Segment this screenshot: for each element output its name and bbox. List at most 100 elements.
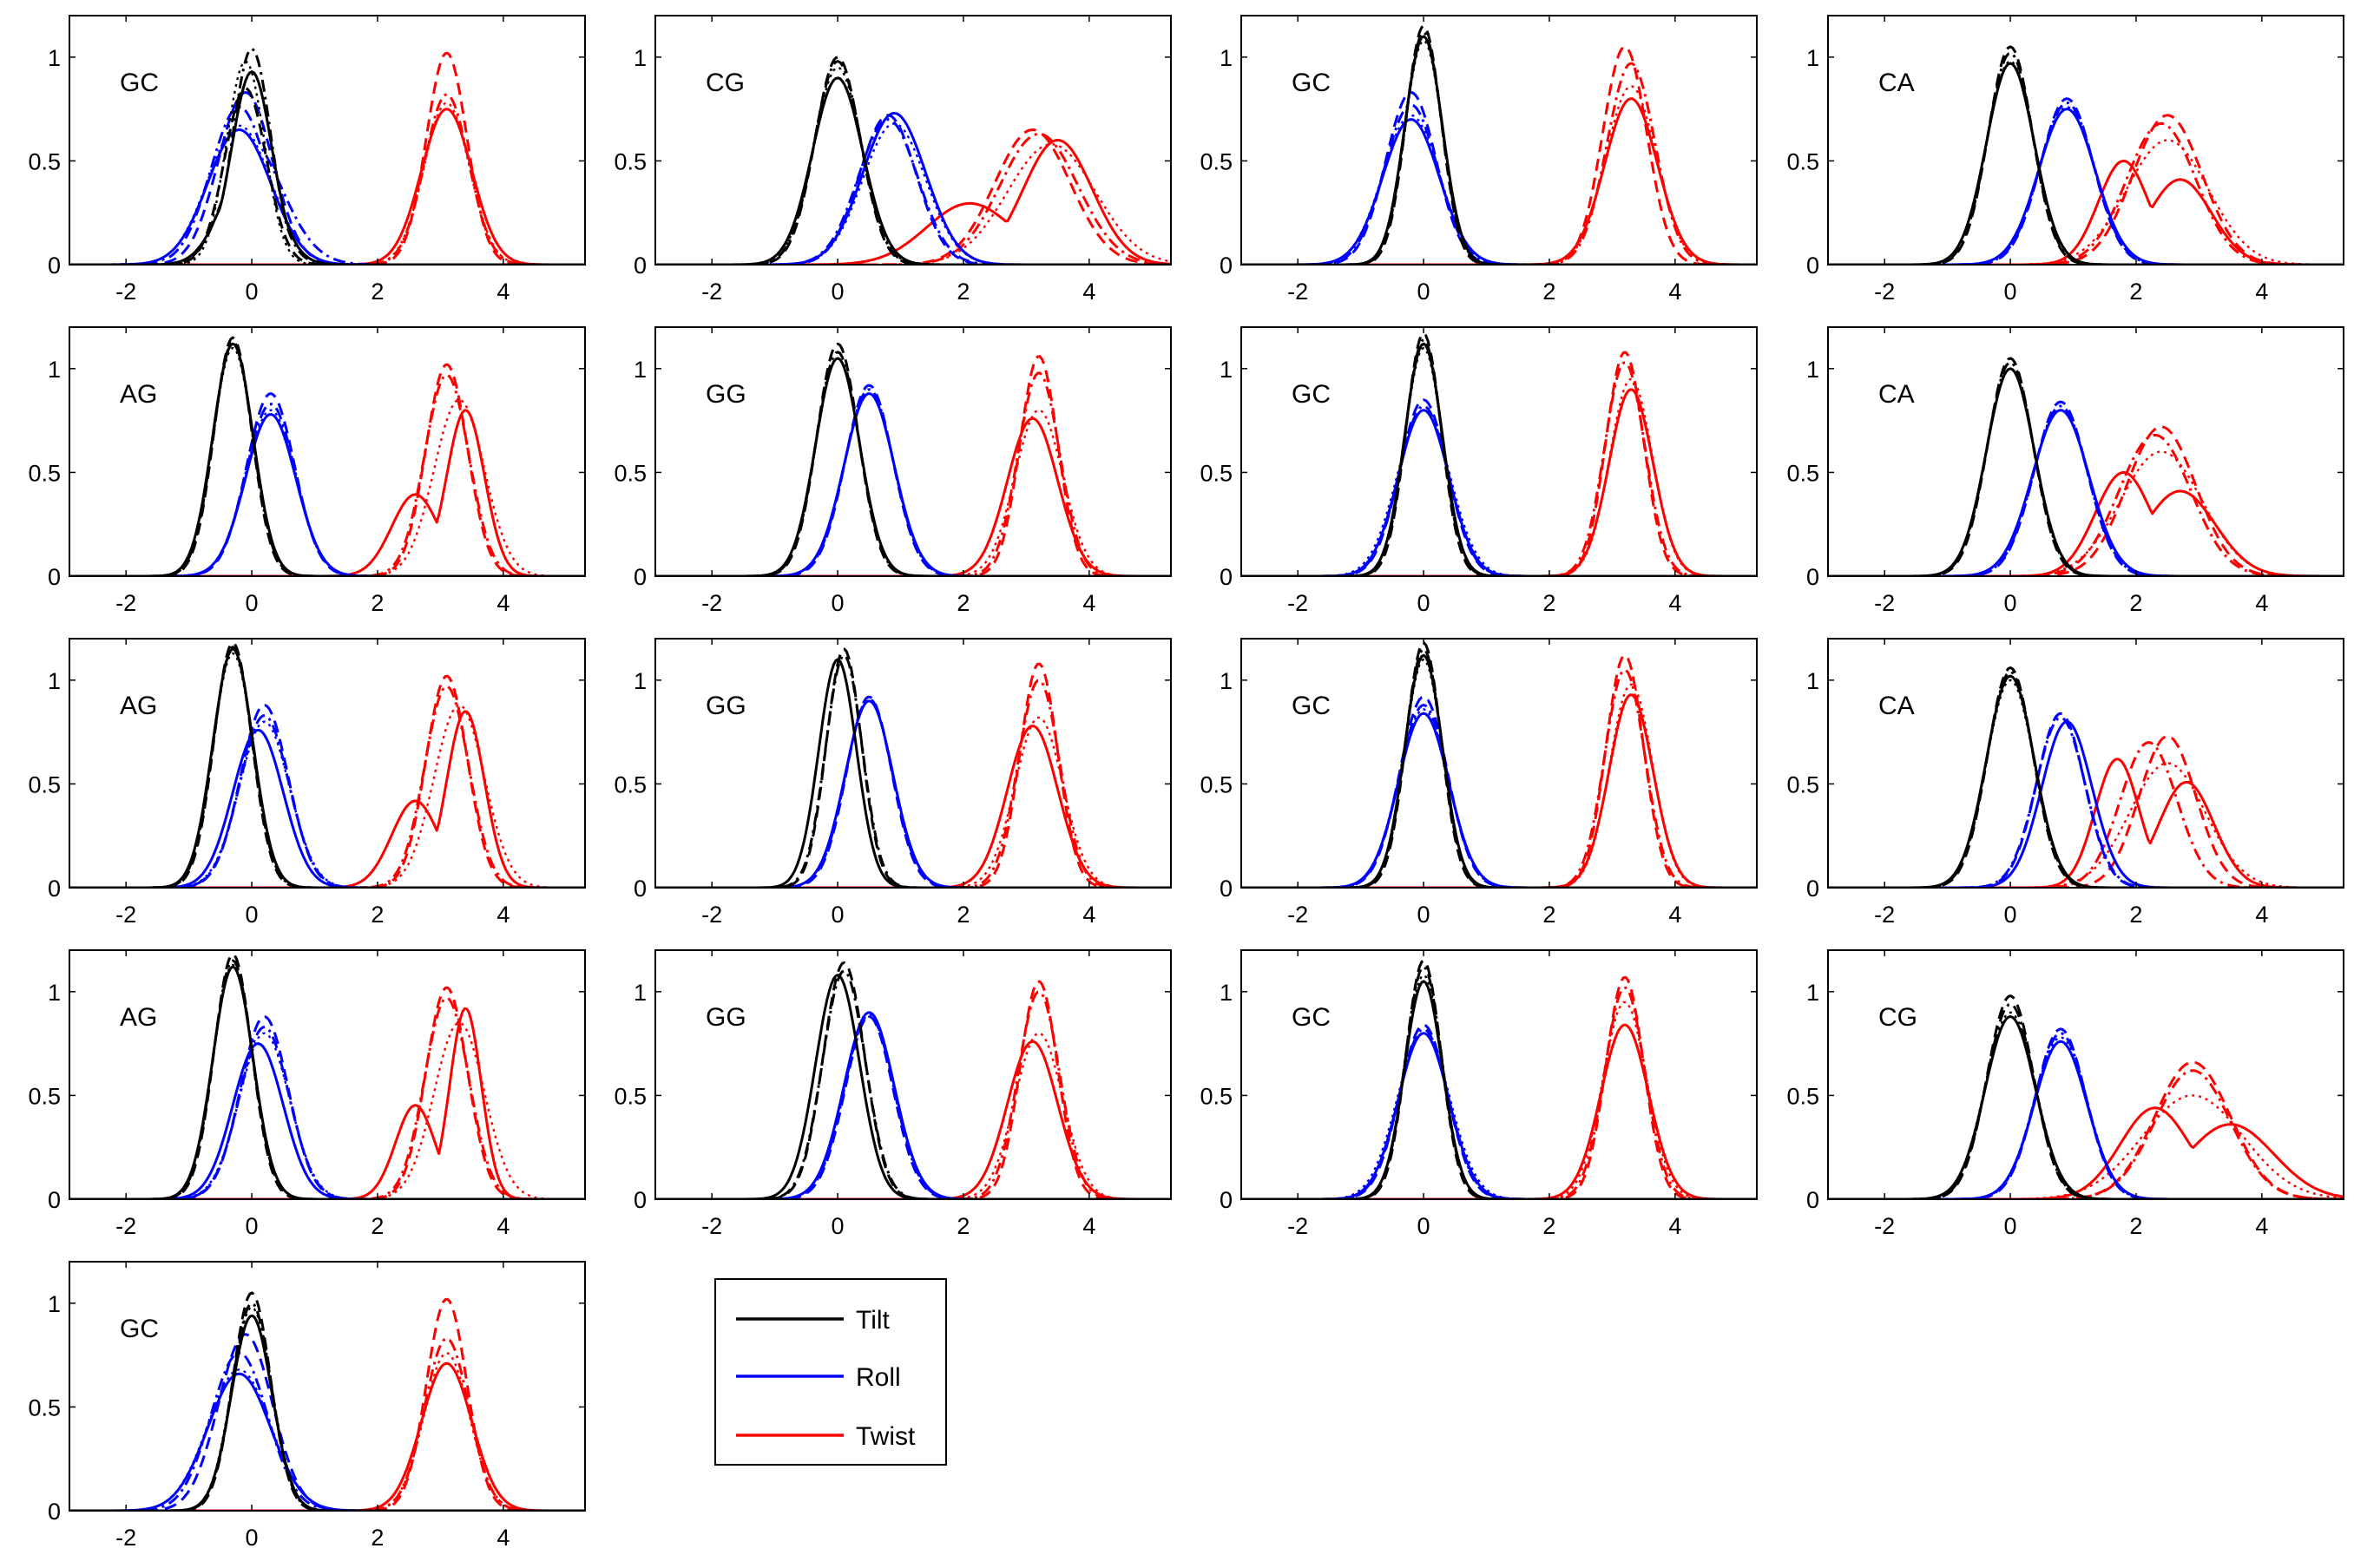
roll-dotted-line [69,720,585,888]
panel-16: -2 0 2 4 0 0.5 1 CG [1786,949,2344,1239]
panel-label: GC [1292,1003,1331,1032]
panel-curves [69,336,585,576]
panel-curves [69,953,585,1199]
x-tick-label: 0 [1417,902,1430,928]
panel-15: -2 0 2 4 0 0.5 1 GC [1200,949,1758,1239]
panel-label: GC [1292,692,1331,720]
twist-dash-dot-line [1828,433,2344,576]
roll-dotted-line [69,1368,585,1511]
axes-box [69,15,586,266]
panel-label: GC [120,69,159,97]
x-tick-label: 4 [1668,279,1681,305]
axes-box [654,326,1172,577]
twist-solid-line [655,139,1171,265]
tilt-dash-dot-line [1241,30,1757,265]
roll-dotted-line [1241,409,1757,576]
twist-dotted-line [1828,139,2344,265]
panel-1: -2 0 2 4 0 0.5 1 GC [28,15,586,305]
twist-dotted-line [69,398,585,576]
twist-dashed-line [1828,114,2344,265]
y-tick-label: 1 [48,668,61,694]
roll-dashed-line [1241,695,1757,888]
axes-box [69,1261,586,1512]
panel-label: GG [706,1003,746,1032]
tilt-solid-line [69,965,585,1199]
panel-label: CG [1878,1003,1917,1032]
twist-dashed-line [655,355,1171,576]
twist-solid-line [655,725,1171,888]
tilt-solid-line [1241,342,1757,576]
twist-dashed-line [69,986,585,1199]
tilt-dotted-line [1828,679,2344,888]
twist-solid-line [1241,388,1757,576]
panel-label: GG [706,380,746,409]
panel-9: -2 0 2 4 0 0.5 1 AG [28,638,586,928]
x-tick-label: 2 [957,279,970,305]
panel-12: -2 0 2 4 0 0.5 1 CA [1786,638,2344,928]
roll-dashed-line [69,1015,585,1199]
y-tick-label: 0 [48,564,61,590]
x-tick-label: 0 [1417,1213,1430,1239]
tilt-solid-line [69,1314,585,1511]
twist-solid-line [1828,471,2344,576]
y-tick-label: 0 [1220,1187,1233,1213]
x-tick-label: 4 [1082,279,1095,305]
tilt-dash-dot-line [1241,338,1757,576]
y-tick-label: 0.5 [1200,460,1233,486]
x-tick-label: -2 [1287,1213,1308,1239]
tilt-dashed-line [69,641,585,888]
axes-box [1827,326,2344,577]
roll-solid-line [1828,720,2344,888]
x-tick-label: 2 [2129,279,2142,305]
panel-label: CA [1878,69,1915,97]
tilt-dash-dot-line [1241,965,1757,1199]
x-tick-label: 2 [1542,590,1555,616]
roll-dashed-line [655,1015,1171,1199]
tilt-dotted-line [655,66,1171,265]
roll-dash-dot-line [69,1351,585,1511]
twist-solid-line [655,1040,1171,1199]
y-tick-label: 0 [634,1187,647,1213]
twist-dashed-line [69,674,585,888]
panel-curves [655,647,1171,888]
y-tick-label: 0.5 [1786,1083,1819,1109]
x-tick-label: 2 [957,590,970,616]
roll-dotted-line [1241,1032,1757,1199]
x-tick-label: -2 [1874,279,1895,305]
tilt-dotted-line [69,652,585,888]
panels: -2 0 2 4 0 0.5 1 GC -2 0 2 4 0 0.5 1 CG -2 0 2 4 0 0.5 1 GC -2 0 2… [28,15,2344,1551]
roll-dash-dot-line [1241,103,1757,265]
panel-2: -2 0 2 4 0 0.5 1 CG [614,15,1172,305]
x-tick-label: 4 [1668,590,1681,616]
panel-curves [655,342,1171,576]
roll-solid-line [655,392,1171,576]
x-tick-label: 4 [1082,1213,1095,1239]
panel-11: -2 0 2 4 0 0.5 1 GC [1200,638,1758,928]
roll-dotted-line [1828,1036,2344,1199]
legend-label-tilt: Tilt [856,1306,891,1335]
x-tick-label: -2 [701,902,722,928]
roll-dotted-line [69,1032,585,1199]
x-tick-label: 2 [371,1213,384,1239]
roll-dashed-line [69,91,585,265]
roll-solid-line [69,128,585,265]
x-tick-label: 4 [2255,1213,2268,1239]
x-tick-label: 2 [2129,1213,2142,1239]
twist-solid-line [69,409,585,576]
panel-7: -2 0 2 4 0 0.5 1 GC [1200,326,1758,616]
y-tick-label: 0.5 [28,1394,61,1420]
twist-dash-dot-line [69,93,585,265]
roll-dotted-line [655,699,1171,888]
axes-box [654,949,1172,1200]
x-tick-label: 2 [2129,590,2142,616]
y-tick-label: 0.5 [28,771,61,797]
panel-13: -2 0 2 4 0 0.5 1 AG [28,949,586,1239]
x-tick-label: -2 [701,279,722,305]
x-tick-label: 0 [246,590,259,616]
x-tick-label: -2 [115,1525,136,1551]
twist-solid-line [69,1361,585,1511]
y-tick-label: 0.5 [1786,148,1819,174]
twist-dotted-line [69,102,585,265]
x-tick-label: 4 [1082,590,1095,616]
